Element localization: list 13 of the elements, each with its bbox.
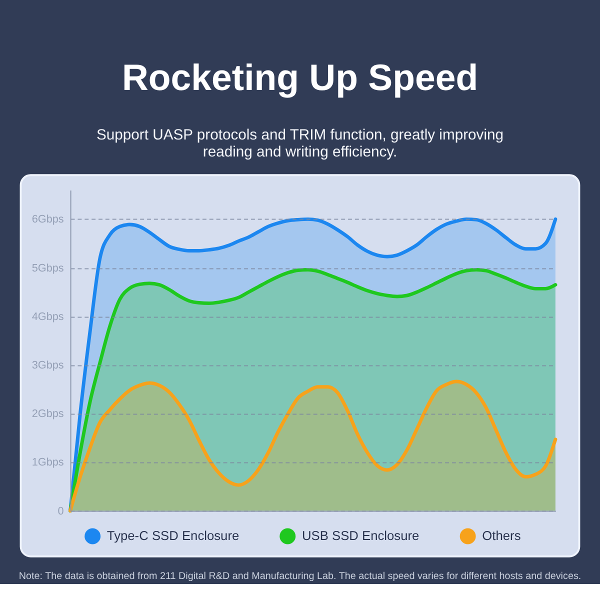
y-tick-label: 2Gbps [32,408,64,420]
legend-label: Type-C SSD Enclosure [106,528,240,544]
chart-title: Rocketing Up Speed [122,57,478,98]
y-tick-label: 4Gbps [32,310,64,323]
y-tick-label: 3Gbps [32,359,64,372]
legend-label: USB SSD Enclosure [302,528,420,544]
y-tick-label: 1Gbps [32,456,64,469]
y-tick-label: 6Gbps [32,214,64,226]
y-tick-label: 0 [58,505,64,518]
y-tick-label: 5Gbps [32,262,64,274]
text: Note: The data is obtained from 211 Digital R&D and Manufacturing Lab. The actual speed varies for different hosts and devices. [18,571,582,582]
legend-label: Others [482,528,521,544]
chart-subtitle: Support UASP protocols and TRIM function, greatly improving reading and writing efficiency. [96,128,504,160]
